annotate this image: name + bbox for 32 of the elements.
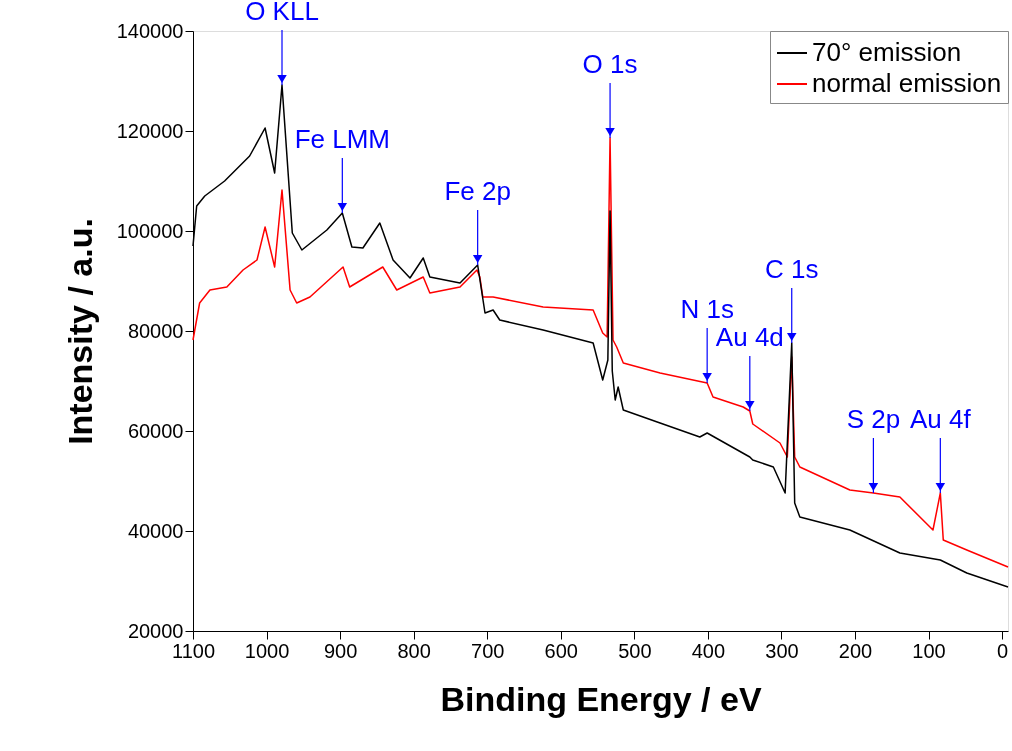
x-tick-label: 700	[471, 639, 505, 662]
y-tick-label: 40000	[127, 519, 184, 542]
annotation: Au 4d	[715, 322, 784, 352]
x-tick-label: 400	[691, 639, 726, 662]
x-axis-title: Binding Energy / eV	[440, 679, 762, 718]
y-tick-label: 120000	[116, 119, 184, 142]
annotation: Fe 2p	[444, 176, 511, 206]
y-tick-label: 100000	[116, 219, 184, 242]
annotation: S 2p	[846, 404, 901, 434]
x-tick-label: 600	[544, 639, 578, 662]
y-tick-label: 140000	[116, 19, 184, 42]
x-tick-label: 500	[618, 639, 652, 662]
y-tick-label: 60000	[127, 419, 184, 442]
annotation: N 1s	[680, 294, 734, 324]
x-tick-label: 1100	[171, 639, 216, 662]
x-tick-label: 1000	[244, 639, 290, 662]
x-tick-label: 0	[997, 639, 1009, 662]
legend-label: normal emission	[812, 68, 1002, 98]
y-axis-title: Intensity / a.u.	[60, 218, 99, 445]
x-tick-label: 800	[397, 639, 431, 662]
annotation: O KLL	[245, 0, 319, 26]
annotation: O 1s	[582, 49, 638, 79]
x-tick-label: 300	[765, 639, 799, 662]
x-tick-label: 100	[912, 639, 946, 662]
x-tick-label: 200	[838, 639, 873, 662]
annotation: C 1s	[765, 254, 819, 284]
annotation: Au 4f	[909, 404, 972, 434]
y-tick-label: 80000	[127, 319, 184, 342]
x-tick-label: 900	[323, 639, 358, 662]
y-tick-label: 20000	[127, 619, 184, 642]
legend-label: 70° emission	[812, 37, 962, 67]
annotation: Fe LMM	[294, 124, 390, 154]
